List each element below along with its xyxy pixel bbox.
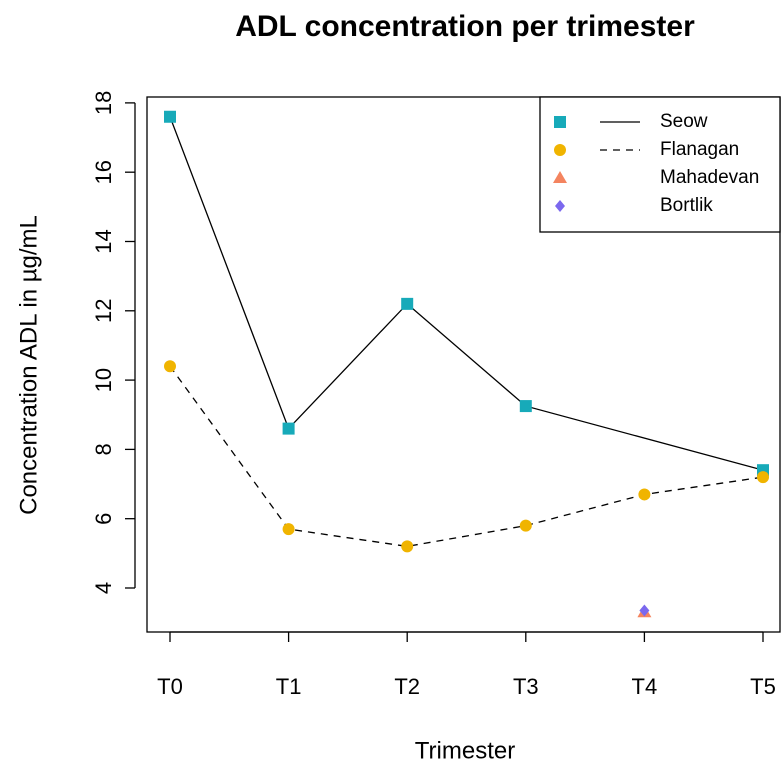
marker	[519, 400, 532, 413]
y-tick-label: 18	[91, 91, 116, 115]
marker	[164, 360, 176, 373]
legend-label: Seow	[660, 111, 708, 132]
marker	[401, 297, 414, 310]
marker	[282, 523, 295, 536]
marker	[554, 116, 566, 128]
y-tick-label: 10	[91, 368, 116, 392]
marker	[638, 488, 651, 501]
y-tick-label: 12	[91, 299, 116, 323]
y-tick-label: 8	[91, 443, 116, 455]
legend-label: Flanagan	[660, 139, 739, 160]
legend-label: Mahadevan	[660, 167, 759, 188]
marker	[401, 540, 414, 553]
y-axis-label: Concentration ADL in µg/mL	[15, 215, 42, 515]
y-tick-label: 4	[91, 582, 116, 594]
marker	[282, 422, 295, 435]
x-tick-label: T3	[513, 674, 539, 699]
x-tick-label: T2	[394, 674, 420, 699]
legend-label: Bortlik	[660, 195, 713, 216]
y-tick-label: 16	[91, 160, 116, 184]
marker	[553, 171, 567, 183]
marker	[519, 519, 532, 532]
marker	[164, 110, 176, 123]
series-line	[169, 365, 764, 548]
marker	[555, 200, 565, 212]
y-tick-label: 14	[91, 229, 116, 253]
x-tick-label: T4	[632, 674, 658, 699]
marker	[554, 144, 566, 156]
marker	[639, 604, 650, 617]
chart-title: ADL concentration per trimester	[235, 10, 695, 43]
x-tick-label: T5	[750, 674, 776, 699]
x-axis-label: Trimester	[415, 737, 515, 764]
y-tick-label: 6	[91, 513, 116, 525]
x-tick-label: T1	[276, 674, 302, 699]
marker	[757, 471, 769, 484]
x-tick-label: T0	[157, 674, 183, 699]
legend-box	[539, 96, 781, 233]
